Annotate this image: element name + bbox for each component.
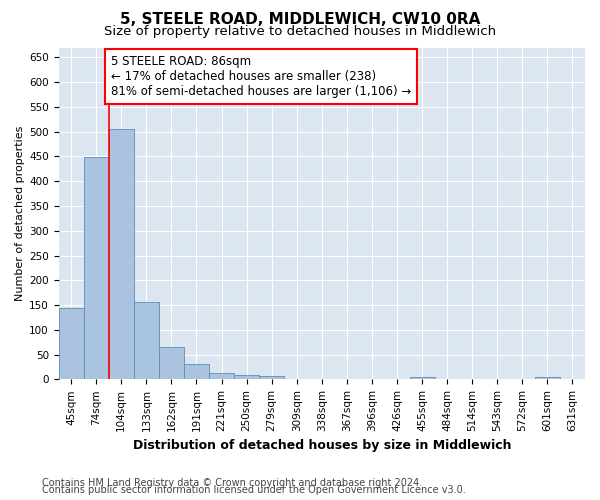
Text: 5, STEELE ROAD, MIDDLEWICH, CW10 0RA: 5, STEELE ROAD, MIDDLEWICH, CW10 0RA [120,12,480,28]
Bar [234,375,259,380]
Text: Size of property relative to detached houses in Middlewich: Size of property relative to detached ho… [104,25,496,38]
Bar [134,302,159,380]
Text: Contains public sector information licensed under the Open Government Licence v3: Contains public sector information licen… [42,485,466,495]
Text: 5 STEELE ROAD: 86sqm
← 17% of detached houses are smaller (238)
81% of semi-deta: 5 STEELE ROAD: 86sqm ← 17% of detached h… [111,55,412,98]
Bar [84,158,109,380]
Bar [184,364,209,380]
Bar [159,347,184,380]
Bar [259,376,284,380]
Bar [59,308,84,380]
Bar [109,129,134,380]
Text: Contains HM Land Registry data © Crown copyright and database right 2024.: Contains HM Land Registry data © Crown c… [42,478,422,488]
Bar [410,377,434,380]
Bar [209,373,234,380]
X-axis label: Distribution of detached houses by size in Middlewich: Distribution of detached houses by size … [133,440,511,452]
Bar [535,377,560,380]
Y-axis label: Number of detached properties: Number of detached properties [15,126,25,301]
